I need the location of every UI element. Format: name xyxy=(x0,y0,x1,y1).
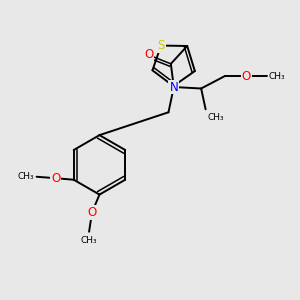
Text: O: O xyxy=(144,48,153,62)
Text: O: O xyxy=(242,70,251,83)
Text: O: O xyxy=(51,172,61,185)
Text: CH₃: CH₃ xyxy=(269,71,286,80)
Text: N: N xyxy=(169,80,178,94)
Text: CH₃: CH₃ xyxy=(18,172,34,181)
Text: CH₃: CH₃ xyxy=(208,113,225,122)
Text: CH₃: CH₃ xyxy=(81,236,98,244)
Text: S: S xyxy=(157,39,165,52)
Text: O: O xyxy=(87,206,97,219)
